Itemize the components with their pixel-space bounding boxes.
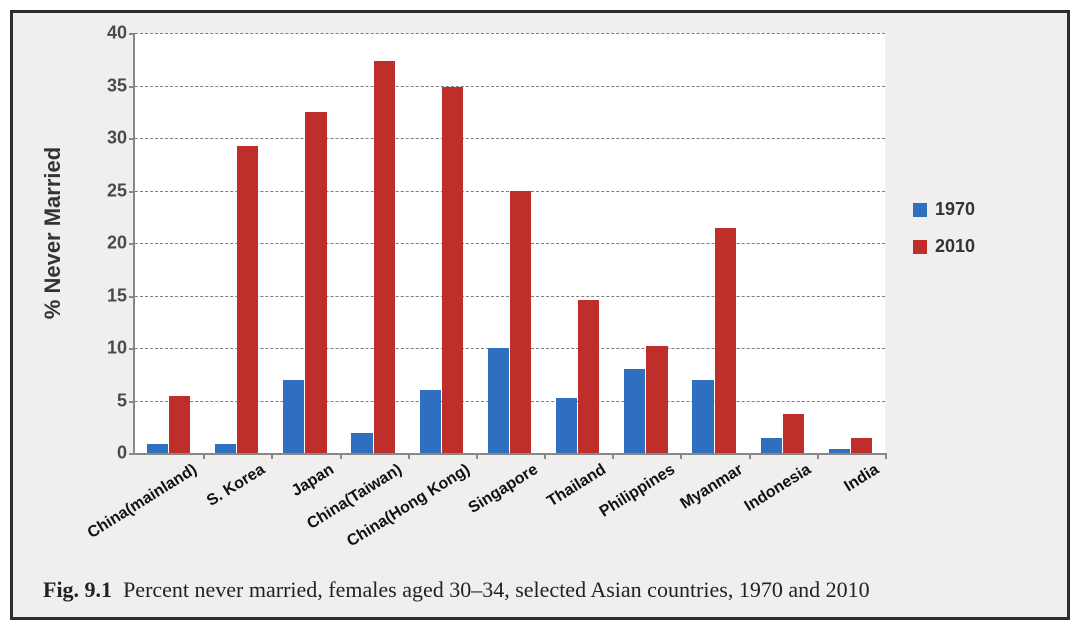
bar [578, 300, 599, 453]
plot-area: 0510152025303540China(mainland)S. KoreaJ… [133, 33, 885, 455]
bar [351, 433, 372, 453]
category-label: India [841, 461, 882, 496]
figure-caption: Fig. 9.1 Percent never married, females … [43, 577, 1037, 603]
gridline [135, 86, 885, 87]
bar [169, 396, 190, 453]
x-tick-mark [271, 453, 273, 459]
bar [829, 449, 850, 453]
caption-text: Percent never married, females aged 30–3… [123, 577, 870, 602]
legend-item: 1970 [913, 199, 1043, 220]
x-tick-mark [749, 453, 751, 459]
bar [442, 87, 463, 453]
x-tick-mark [203, 453, 205, 459]
y-tick-mark [129, 348, 135, 350]
bar [624, 369, 645, 453]
legend-item: 2010 [913, 236, 1043, 257]
y-tick-mark [129, 401, 135, 403]
y-tick-mark [129, 296, 135, 298]
y-axis-label: % Never Married [40, 147, 66, 319]
y-tick-mark [129, 243, 135, 245]
legend-swatch [913, 240, 927, 254]
x-tick-mark [476, 453, 478, 459]
x-tick-mark [408, 453, 410, 459]
bar [761, 438, 782, 453]
bar [305, 112, 326, 453]
category-label: Indonesia [742, 461, 815, 516]
bar [237, 146, 258, 453]
category-label: Myanmar [677, 461, 746, 513]
legend-label: 1970 [935, 199, 975, 220]
y-tick-mark [129, 453, 135, 455]
category-label: China(Hong Kong) [344, 461, 473, 551]
bar [510, 191, 531, 454]
y-tick-mark [129, 86, 135, 88]
category-label: S. Korea [204, 461, 269, 511]
bar [147, 444, 168, 453]
legend: 1970 2010 [913, 183, 1043, 273]
bar [715, 228, 736, 453]
x-tick-mark [612, 453, 614, 459]
gridline [135, 33, 885, 34]
bar [488, 348, 509, 453]
x-tick-mark [544, 453, 546, 459]
category-label: Japan [288, 461, 337, 501]
category-label: Philippines [596, 461, 678, 521]
chart-frame: % Never Married 0510152025303540China(ma… [10, 10, 1070, 620]
legend-swatch [913, 203, 927, 217]
gridline [135, 138, 885, 139]
bar [420, 390, 441, 453]
legend-label: 2010 [935, 236, 975, 257]
bar [783, 414, 804, 453]
bar [851, 438, 872, 453]
category-label: Singapore [466, 461, 542, 518]
y-tick-mark [129, 33, 135, 35]
caption-prefix: Fig. 9.1 [43, 577, 112, 602]
bar [556, 398, 577, 453]
x-tick-mark [817, 453, 819, 459]
bar [374, 61, 395, 453]
y-tick-mark [129, 138, 135, 140]
bar [692, 380, 713, 454]
x-tick-mark [340, 453, 342, 459]
x-tick-mark [885, 453, 887, 459]
y-tick-mark [129, 191, 135, 193]
x-tick-mark [680, 453, 682, 459]
bar [283, 380, 304, 454]
bar [215, 444, 236, 453]
category-label: China(mainland) [85, 461, 201, 543]
bar [646, 346, 667, 453]
